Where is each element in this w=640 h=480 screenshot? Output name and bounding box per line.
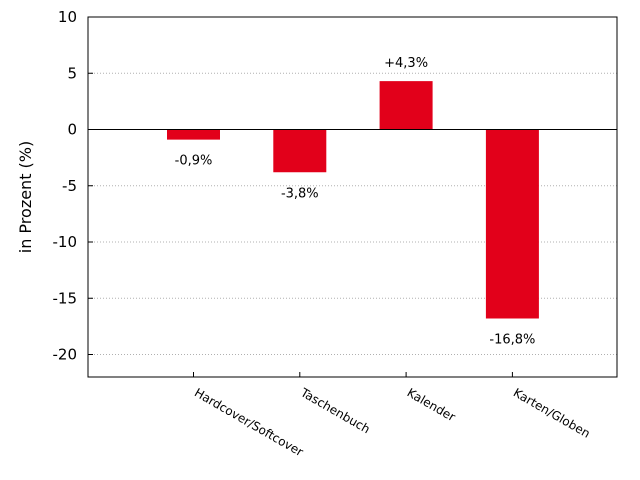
plot-frame <box>87 16 618 378</box>
y-tick-label: 10 <box>58 8 77 26</box>
y-axis-title: in Prozent (%) <box>16 141 35 253</box>
bar <box>485 129 539 319</box>
data-label: -3,8% <box>281 186 319 201</box>
y-tick-label: -20 <box>53 346 78 364</box>
y-tick-label: -15 <box>53 289 78 307</box>
category-label: Kalender <box>405 385 458 424</box>
bar <box>273 129 327 173</box>
y-axis-ticks: 10 5 0 -5 -10 -15 -20 <box>53 8 93 364</box>
bars <box>167 81 539 319</box>
category-label: Hardcover/Softcover <box>192 385 306 459</box>
y-tick-label: 0 <box>67 121 77 139</box>
category-label: Karten/Globen <box>511 385 593 440</box>
y-tick-label: -10 <box>53 233 78 251</box>
data-labels: -0,9% -3,8% +4,3% -16,8% <box>175 56 536 347</box>
data-label: +4,3% <box>384 56 428 71</box>
y-tick-label: -5 <box>62 177 77 195</box>
bar <box>379 81 433 130</box>
data-label: -0,9% <box>175 154 213 169</box>
data-label: -16,8% <box>489 333 535 348</box>
category-label: Taschenbuch <box>297 385 372 436</box>
bar <box>167 129 220 140</box>
y-tick-label: 5 <box>67 64 77 82</box>
